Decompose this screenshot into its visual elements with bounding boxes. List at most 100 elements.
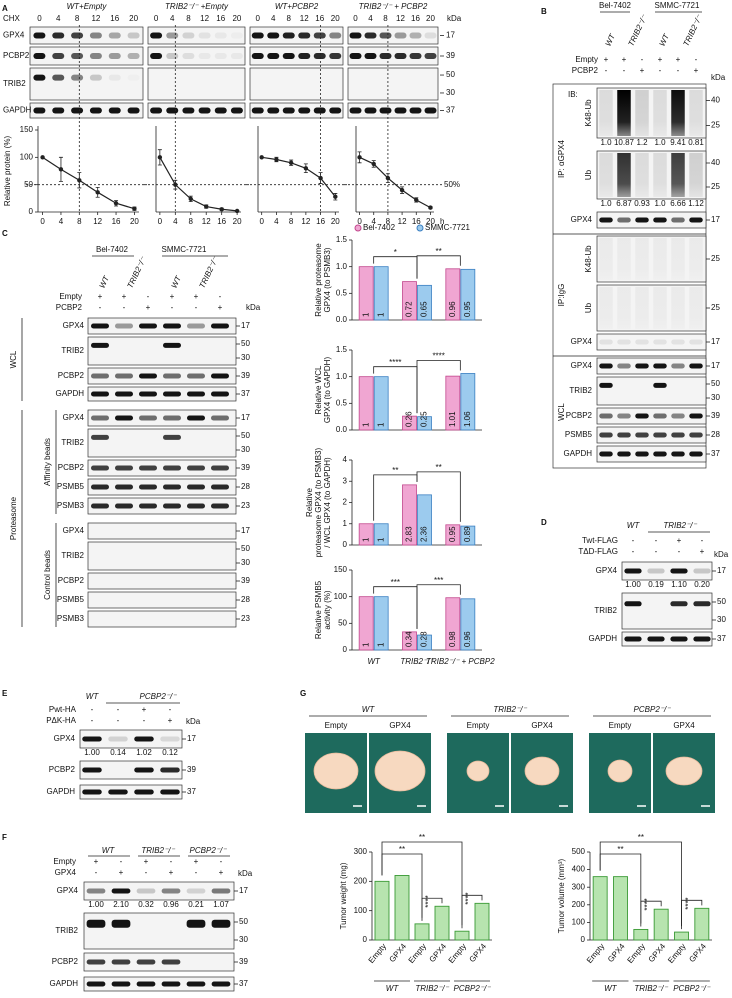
point: [333, 194, 338, 199]
label: -: [145, 868, 148, 877]
smear: [671, 238, 685, 280]
group-label: PCBP2⁻/⁻: [673, 984, 711, 993]
significance-bracket: [599, 853, 642, 924]
label: 8: [287, 14, 292, 23]
band: [187, 373, 205, 379]
bar: [460, 525, 476, 546]
label: kDa: [246, 303, 261, 312]
label: -: [143, 716, 146, 725]
x-tick-label: 16: [217, 217, 226, 226]
label: 1.0: [600, 138, 612, 147]
label: 12: [396, 14, 405, 23]
label: +: [94, 857, 99, 866]
blot-frame: [347, 26, 439, 45]
bar: [373, 523, 389, 546]
band: [409, 53, 422, 59]
x-tick-label: 20: [426, 217, 435, 226]
blot-frame: [29, 67, 144, 101]
x-tick-label: 16: [412, 217, 421, 226]
smear: [599, 153, 613, 197]
band: [653, 432, 667, 438]
label: 0.32: [138, 900, 154, 909]
band: [163, 342, 181, 348]
smear: [617, 90, 631, 136]
smear: [689, 90, 703, 136]
label: TRIB2⁻/⁻: [663, 521, 697, 530]
label: 12: [300, 14, 309, 23]
significance-label: ****: [684, 897, 693, 909]
bar: [592, 876, 608, 941]
legend-swatch: [416, 224, 424, 232]
value-label: 0.95: [463, 301, 472, 317]
significance-label: ***: [434, 576, 443, 585]
y-tick-label: 0: [343, 540, 348, 549]
label: Bel-7402: [599, 1, 632, 10]
y-tick-label: 1.5: [336, 235, 348, 244]
label: WT+PCBP2: [275, 2, 319, 11]
label: 17: [711, 215, 720, 224]
y-tick-label: 1.0: [336, 262, 348, 271]
label: WT: [627, 521, 641, 530]
panel-letter: F: [2, 833, 7, 842]
band: [182, 107, 195, 114]
y-axis-label: GPX4 (to PSMB3): [323, 247, 332, 312]
band: [33, 107, 46, 114]
label: 37: [446, 106, 455, 115]
band: [187, 465, 205, 471]
value-label: 0.96: [448, 301, 457, 317]
point: [173, 182, 178, 187]
panel-letter: C: [2, 229, 8, 238]
significance-label: **: [419, 833, 425, 842]
bar: [417, 494, 432, 546]
label: 39: [446, 51, 455, 60]
legend-swatch: [354, 224, 362, 232]
band: [71, 53, 84, 59]
label: GPX4: [571, 337, 593, 346]
x-tick-label: 16: [316, 217, 325, 226]
label: GPX4: [571, 215, 593, 224]
label: -: [171, 303, 174, 312]
significance-label: **: [617, 845, 623, 854]
x-tick-label: 20: [233, 217, 242, 226]
significance-bracket: [416, 584, 461, 629]
label: 16: [411, 14, 420, 23]
significance-bracket: [381, 853, 423, 918]
band: [599, 432, 613, 438]
band: [163, 323, 181, 329]
smear: [617, 238, 631, 280]
label: -: [678, 547, 681, 556]
label: 0.21: [188, 900, 204, 909]
decay-line: [261, 156, 336, 198]
label: 17: [717, 566, 726, 575]
point: [204, 204, 209, 209]
band: [108, 53, 121, 59]
label: -: [120, 857, 123, 866]
label: GPX4: [63, 413, 85, 422]
label: TRIB2: [594, 606, 617, 615]
band: [86, 919, 106, 928]
label: +: [658, 55, 663, 64]
band: [267, 107, 280, 114]
label: 6.66: [670, 199, 686, 208]
band: [251, 32, 264, 39]
band: [187, 391, 205, 397]
bar: [445, 524, 461, 546]
value-label: 1: [361, 422, 370, 427]
bar: [358, 523, 374, 546]
y-tick-label: 400: [572, 865, 586, 874]
label: 50: [241, 431, 250, 440]
band: [671, 217, 685, 223]
bar: [613, 876, 628, 941]
y-tick-label: 100: [354, 906, 368, 915]
blot-frame: [249, 67, 344, 101]
smear: [635, 287, 649, 329]
x-tick-label: 4: [173, 217, 178, 226]
label: GAPDH: [564, 449, 593, 458]
label: TRIB2: [61, 438, 84, 447]
label: Empty: [609, 721, 632, 730]
tumor: [374, 750, 426, 792]
label: 30: [241, 353, 250, 362]
band: [160, 767, 180, 773]
point: [259, 155, 264, 160]
label: -: [91, 705, 94, 714]
